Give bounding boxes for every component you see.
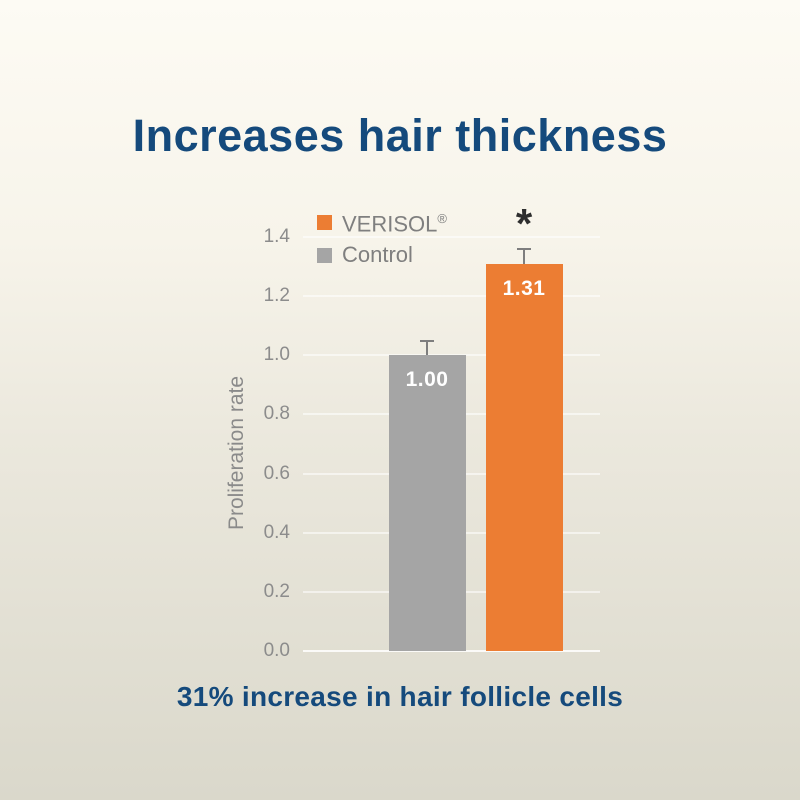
chart-caption: 31% increase in hair follicle cells <box>176 681 624 712</box>
legend-item-control: Control <box>317 244 447 266</box>
error-bar-cap-control <box>420 339 434 342</box>
legend-label-verisol: VERISOL® <box>342 211 447 237</box>
page-title: Increases hair thickness <box>132 110 668 162</box>
legend-label-control: Control <box>342 242 413 267</box>
y-tick-label: 1.4 <box>263 226 290 248</box>
y-tick-label: 1.0 <box>263 344 290 366</box>
significance-asterisk: * <box>515 199 533 247</box>
registered-trademark-symbol: ® <box>437 211 447 227</box>
gridline <box>303 295 600 298</box>
gridline <box>303 236 600 239</box>
y-tick-label: 0.6 <box>263 462 290 484</box>
gridline <box>303 650 600 652</box>
chart-legend: VERISOL® Control <box>317 211 447 277</box>
y-tick-label: 0.4 <box>263 521 290 543</box>
y-tick-label: 0.8 <box>263 403 290 425</box>
error-bar-verisol <box>523 248 525 264</box>
error-bar-cap-verisol <box>517 247 531 250</box>
legend-swatch-control-icon <box>317 247 332 263</box>
y-axis-label: Proliferation rate <box>225 375 248 531</box>
legend-item-verisol: VERISOL® <box>317 211 447 237</box>
bar-value-label-verisol: 1.31 <box>502 276 546 300</box>
y-tick-label: 1.2 <box>263 285 290 307</box>
y-tick-label: 0.0 <box>263 640 290 661</box>
y-tick-label: 0.2 <box>263 580 290 602</box>
legend-swatch-verisol-icon <box>317 214 332 230</box>
bar-verisol: 1.31 <box>485 263 563 651</box>
bar-control: 1.00 <box>388 355 466 651</box>
bar-value-label-control: 1.00 <box>405 368 449 392</box>
error-bar-control <box>426 340 428 356</box>
